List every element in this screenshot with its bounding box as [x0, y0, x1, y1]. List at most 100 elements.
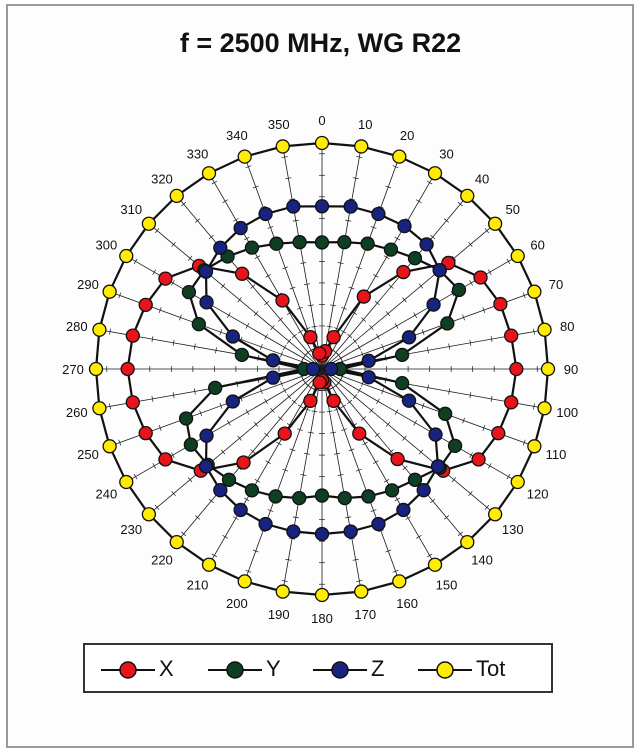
spoke-tick: [394, 323, 399, 329]
legend-marker-x: [101, 661, 155, 679]
angle-label-150: 150: [436, 578, 458, 593]
angle-label-340: 340: [226, 128, 248, 143]
point-z-340: [258, 206, 273, 222]
point-tot-300: [119, 248, 134, 264]
spoke-tick: [468, 241, 473, 248]
spoke-tick: [282, 344, 287, 351]
point-y-120: [447, 438, 463, 453]
angle-label-90: 90: [564, 362, 578, 377]
point-y-70: [440, 316, 455, 331]
legend-label-z: Z: [371, 656, 385, 681]
spoke-tick: [361, 351, 364, 358]
spoke-tick: [304, 452, 311, 455]
spoke-tick: [267, 509, 274, 512]
spoke-tick: [418, 449, 424, 455]
point-z-300: [199, 295, 214, 310]
spoke-tick: [215, 347, 217, 354]
spoke-tick: [385, 185, 392, 189]
spoke-tick: [252, 549, 259, 553]
spoke-tick: [280, 380, 283, 387]
spoke-tick: [179, 314, 182, 321]
point-x-140: [390, 451, 405, 467]
spoke-tick: [490, 395, 493, 402]
legend-swatch-z: [331, 661, 349, 679]
spoke-tick: [270, 407, 275, 414]
point-y-180: [314, 488, 330, 503]
point-tot-50: [487, 216, 503, 231]
legend-entry-tot: Tot: [416, 645, 541, 695]
spoke-tick: [337, 474, 344, 476]
spoke-tick: [187, 255, 193, 261]
spoke-tick: [289, 537, 296, 540]
angle-label-20: 20: [400, 128, 414, 143]
spoke-tick: [426, 553, 433, 558]
spoke-tick: [426, 180, 433, 185]
spoke-tick: [282, 468, 289, 472]
spoke-tick: [522, 292, 526, 299]
spoke-tick: [506, 258, 511, 265]
point-z-350: [286, 199, 301, 214]
spoke-tick: [193, 343, 196, 350]
spoke-tick: [402, 297, 407, 303]
spoke-tick: [370, 509, 377, 512]
spoke-tick: [326, 410, 333, 413]
angle-label-70: 70: [549, 277, 563, 292]
spoke-tick: [289, 198, 296, 201]
spoke-tick: [490, 336, 493, 343]
spoke-tick: [233, 218, 239, 222]
spoke-tick: [352, 558, 359, 561]
point-tot-120: [510, 474, 525, 490]
point-y-300: [181, 285, 197, 300]
spoke-tick: [533, 403, 535, 410]
point-tot-350: [275, 139, 290, 154]
spoke-150: [321, 368, 436, 565]
spoke-tick: [208, 498, 214, 504]
point-x-330: [275, 293, 290, 308]
spoke-tick: [482, 424, 486, 431]
spoke-tick: [264, 300, 270, 306]
spoke-tick: [133, 473, 138, 480]
point-tot-270: [88, 361, 104, 377]
spoke-tick: [361, 380, 364, 387]
spoke-210: [208, 368, 323, 565]
angle-label-350: 350: [268, 117, 290, 132]
point-y-250: [178, 411, 194, 426]
point-x-120: [471, 452, 486, 467]
point-tot-150: [427, 557, 443, 572]
angle-label-250: 250: [77, 447, 99, 462]
point-z-110: [401, 393, 417, 408]
spoke-tick: [337, 262, 344, 264]
point-x-30: [356, 289, 371, 304]
angle-label-330: 330: [187, 146, 209, 161]
spoke-tick: [457, 531, 463, 537]
point-z-70: [401, 330, 417, 345]
spoke-tick: [360, 416, 367, 421]
spoke-tick: [307, 304, 314, 307]
spoke-tick: [281, 580, 288, 582]
point-tot-170: [354, 584, 369, 599]
spoke-tick: [468, 490, 473, 497]
spoke-tick: [430, 234, 436, 240]
spoke-tick: [292, 516, 299, 519]
spoke-tick: [300, 474, 307, 476]
spoke-tick: [276, 441, 282, 446]
spoke-tick: [405, 516, 411, 520]
point-y-330: [244, 240, 260, 255]
point-y-160: [361, 489, 376, 504]
point-y-350: [292, 234, 307, 250]
spoke-tick: [377, 529, 384, 533]
spoke-tick: [222, 534, 228, 539]
point-tot-280: [92, 322, 107, 337]
spoke-tick: [219, 402, 223, 409]
point-z-30: [397, 218, 412, 234]
angle-label-140: 140: [471, 553, 493, 568]
legend-swatch-x: [119, 661, 137, 679]
spoke-tick: [171, 280, 175, 286]
point-x-340: [303, 329, 318, 345]
spoke-tick: [533, 328, 535, 335]
spoke-tick: [356, 156, 363, 158]
point-z-310: [198, 264, 214, 279]
point-x-160: [326, 393, 341, 409]
spoke-tick: [245, 409, 250, 415]
angle-label-210: 210: [187, 578, 209, 593]
